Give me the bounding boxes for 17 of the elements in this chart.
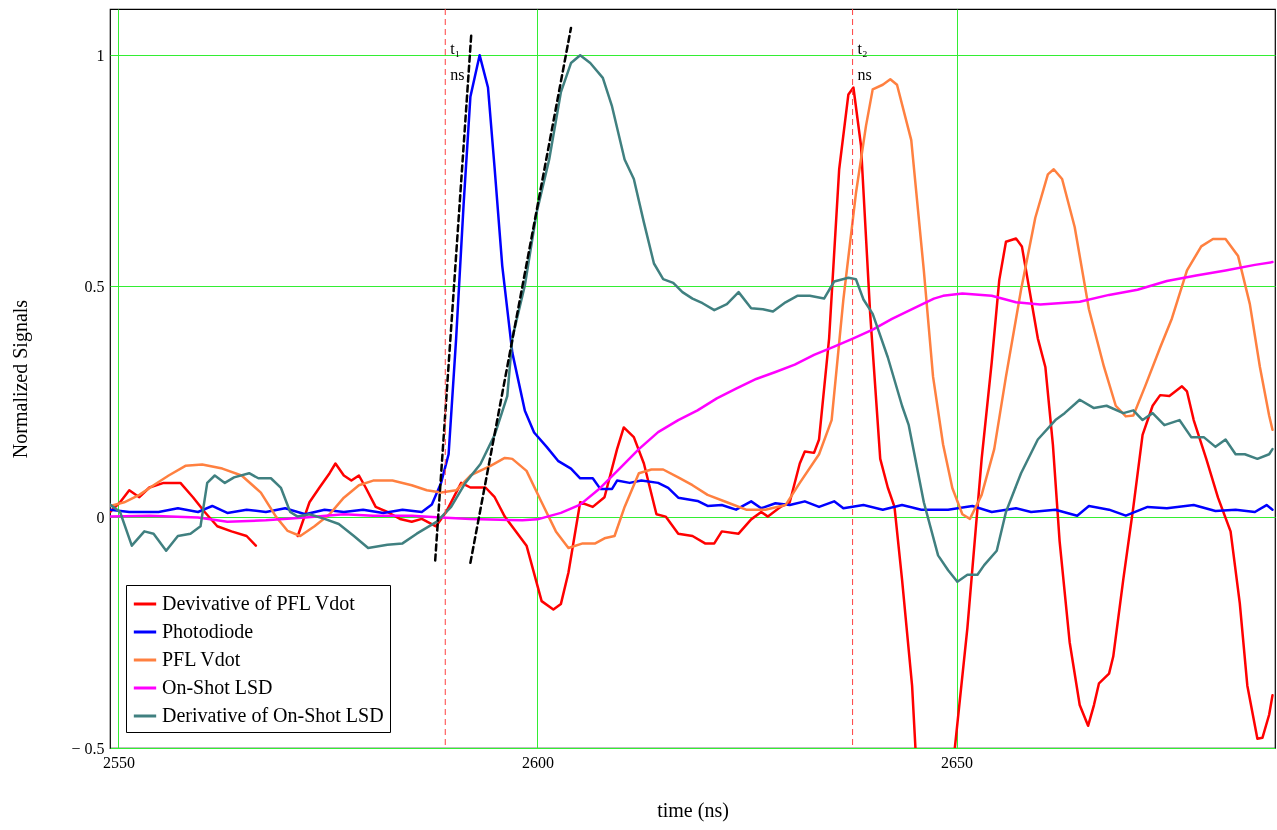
- legend-label: Devivative of PFL Vdot: [162, 592, 356, 614]
- line-series: [110, 260, 1274, 523]
- x-tick-label: 2550: [102, 753, 135, 771]
- y-tick-label: 0: [96, 508, 105, 526]
- annotation: t₁ ns: [450, 40, 465, 83]
- x-tick-label: 2650: [941, 753, 974, 771]
- annotation: t₂ ns: [857, 40, 872, 83]
- y-axis-title: Normalized Signals: [9, 299, 33, 459]
- y-tick-label: 0.5: [84, 277, 105, 295]
- y-tick-label: − 0.5: [71, 739, 105, 757]
- legend-label: PFL Vdot: [162, 648, 241, 670]
- legend-label: On-Shot LSD: [162, 676, 273, 698]
- x-tick-label: 2600: [521, 753, 554, 771]
- y-tick-label: 1: [96, 46, 105, 64]
- x-axis-title: time (ns): [657, 798, 729, 822]
- legend-label: Photodiode: [162, 620, 254, 642]
- legend-label: Derivative of On-Shot LSD: [162, 704, 384, 726]
